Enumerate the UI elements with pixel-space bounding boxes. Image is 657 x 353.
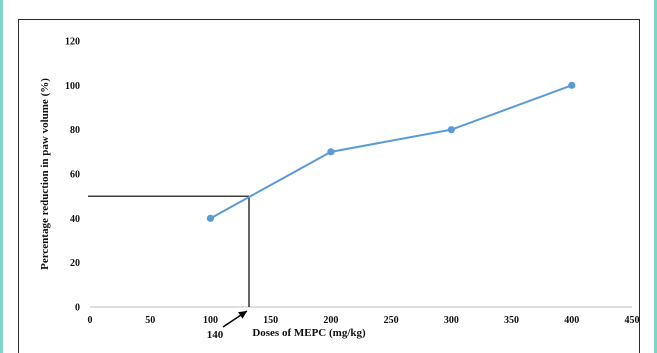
annotation-arrow-head	[238, 311, 247, 319]
y-axis-title: Percentage reduction in paw volume (%)	[39, 78, 51, 270]
y-tick-label: 40	[70, 214, 80, 225]
y-tick-label: 60	[70, 170, 80, 181]
x-tick-label: 150	[263, 315, 278, 326]
series-line	[209, 84, 573, 220]
y-tick-label: 120	[65, 37, 80, 48]
data-point	[206, 214, 215, 222]
y-ticks: 0 20 40 60 80 100 120	[65, 37, 80, 314]
x-tick-label: 50	[145, 315, 155, 326]
annotation-layer: 140	[207, 310, 248, 341]
annotation-label: 140	[207, 329, 224, 341]
data-point	[568, 81, 576, 89]
data-point	[327, 148, 335, 156]
x-ticks: 0 50 100 150 200 250 300 350 400 450	[88, 315, 640, 326]
x-tick-label: 400	[564, 315, 579, 326]
x-tick-label: 250	[384, 315, 399, 326]
y-tick-label: 80	[70, 125, 80, 136]
x-tick-label: 200	[323, 315, 338, 326]
data-point	[447, 126, 455, 134]
y-tick-label: 100	[65, 81, 80, 92]
series-layer	[206, 81, 576, 222]
x-tick-label: 100	[203, 315, 218, 326]
y-tick-label: 0	[75, 303, 80, 314]
x-tick-label: 450	[625, 315, 640, 326]
chart-frame: 0 20 40 60 80 100 120 0 50 100 150 200 250 300 350 400…	[18, 19, 640, 353]
y-tick-label: 20	[70, 258, 80, 269]
x-tick-label: 0	[88, 315, 93, 326]
chart-svg: 0 20 40 60 80 100 120 0 50 100 150 200 250 300 350 400…	[39, 37, 640, 342]
x-tick-label: 300	[444, 315, 459, 326]
reference-lines	[88, 195, 250, 307]
x-axis-title: Doses of MEPC (mg/kg)	[252, 327, 366, 339]
x-tick-label: 350	[504, 315, 519, 326]
